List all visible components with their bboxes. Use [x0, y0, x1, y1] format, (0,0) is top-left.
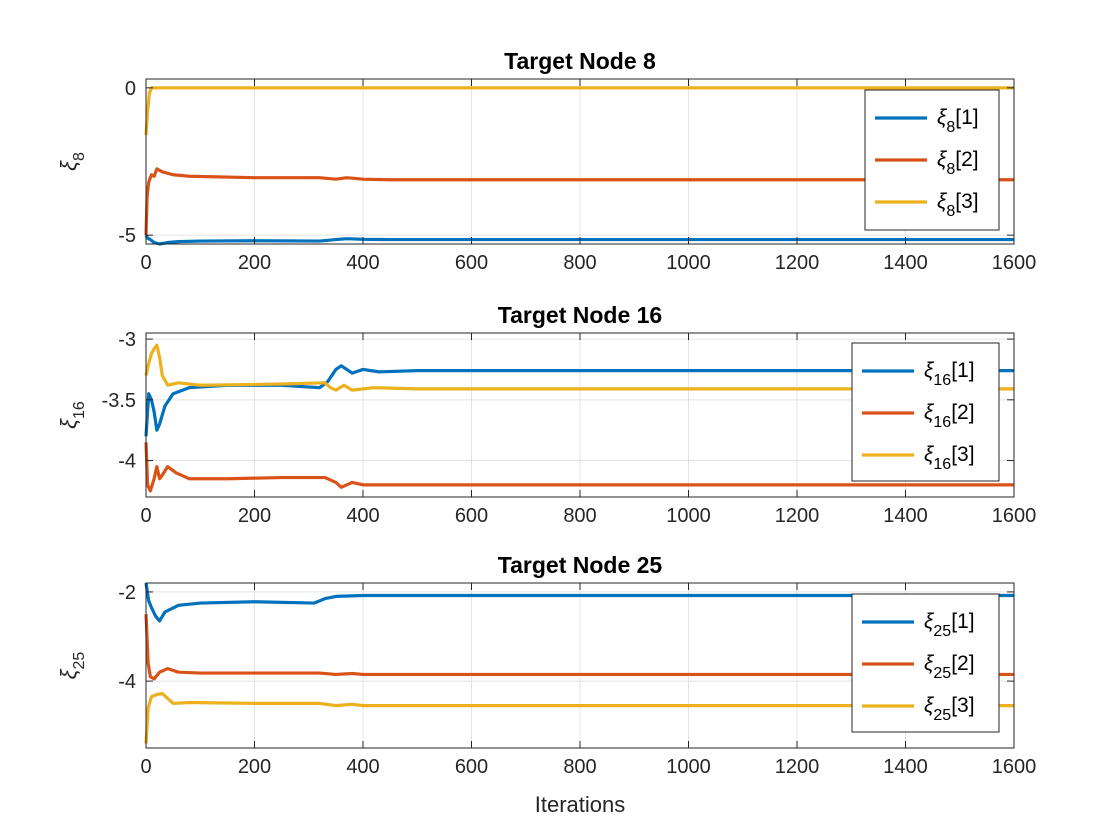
x-tick-label: 1000 — [666, 756, 711, 778]
x-tick-label: 200 — [238, 505, 271, 527]
y-tick-label: -4 — [118, 671, 136, 693]
legend-entry-1: ξ8[1] — [937, 106, 979, 136]
legend-box — [864, 89, 1000, 231]
x-tick-label: 1400 — [883, 252, 928, 274]
x-tick-label: 0 — [140, 756, 151, 778]
x-axis-label: Iterations — [535, 792, 626, 817]
x-tick-label: 800 — [563, 505, 596, 527]
y-axis-label: ξ8 — [56, 152, 88, 171]
subplot-3: 0 200 400 600 800 1000 1200 1400 1600 -4 -2 Target … — [56, 552, 1036, 817]
legend-entry-1: ξ25[1] — [924, 610, 975, 640]
legend: ξ8[1] ξ8[2] ξ8[3] — [864, 89, 1000, 231]
legend: ξ16[1] ξ16[2] ξ16[3] — [851, 342, 1000, 482]
x-tick-label: 1600 — [992, 505, 1037, 527]
x-tick-label: 400 — [346, 756, 379, 778]
x-tick-label: 1200 — [775, 756, 820, 778]
series-line-3 — [144, 86, 1014, 136]
x-tick-label: 800 — [563, 756, 596, 778]
subplot-title: Target Node 8 — [504, 48, 656, 74]
subplot-2: 0 200 400 600 800 1000 1200 1400 1600 -4 -3.5 -3 Tar… — [56, 302, 1036, 527]
y-tick-label: -4 — [118, 451, 136, 473]
x-tick-label: 1600 — [992, 252, 1037, 274]
y-tick-label: -3.5 — [102, 390, 136, 412]
x-tick-label: 1200 — [775, 252, 820, 274]
y-tick-label: -3 — [118, 329, 136, 351]
legend-entry-2: ξ25[2] — [924, 652, 975, 682]
legend-entry-1: ξ16[1] — [924, 359, 975, 389]
legend-entry-2: ξ16[2] — [924, 401, 975, 431]
x-tick-label: 200 — [238, 756, 271, 778]
series-line-1 — [144, 582, 1014, 623]
series-line-2 — [144, 614, 1014, 681]
legend: ξ25[1] ξ25[2] ξ25[3] — [851, 593, 1000, 733]
series-line-3 — [144, 691, 1014, 744]
y-tick-label: -2 — [118, 582, 136, 604]
x-tick-label: 600 — [455, 252, 488, 274]
x-tick-label: 1200 — [775, 505, 820, 527]
subplot-title: Target Node 16 — [498, 302, 662, 328]
x-tick-label: 200 — [238, 252, 271, 274]
x-tick-label: 400 — [346, 252, 379, 274]
x-tick-label: 600 — [455, 505, 488, 527]
y-axis-label: ξ25 — [56, 652, 88, 680]
legend-entry-3: ξ25[3] — [924, 694, 975, 724]
x-tick-label: 800 — [563, 252, 596, 274]
series-line-3 — [144, 343, 1014, 392]
legend-entry-2: ξ8[2] — [937, 148, 979, 178]
y-tick-label: 0 — [125, 78, 136, 100]
x-tick-label: 400 — [346, 505, 379, 527]
y-tick-label: -5 — [118, 225, 136, 247]
series-line-2 — [144, 167, 1014, 236]
legend-entry-3: ξ8[3] — [937, 190, 979, 220]
x-tick-label: 0 — [140, 505, 151, 527]
x-tick-label: 1000 — [666, 505, 711, 527]
x-tick-label: 0 — [140, 252, 151, 274]
x-tick-label: 1600 — [992, 756, 1037, 778]
x-tick-label: 600 — [455, 756, 488, 778]
y-axis-label: ξ16 — [56, 401, 88, 429]
subplot-title: Target Node 25 — [498, 552, 663, 578]
x-tick-label: 1000 — [666, 252, 711, 274]
series-line-2 — [144, 442, 1014, 493]
x-tick-label: 1400 — [883, 756, 928, 778]
x-tick-label: 1400 — [883, 505, 928, 527]
legend-entry-3: ξ16[3] — [924, 443, 975, 473]
